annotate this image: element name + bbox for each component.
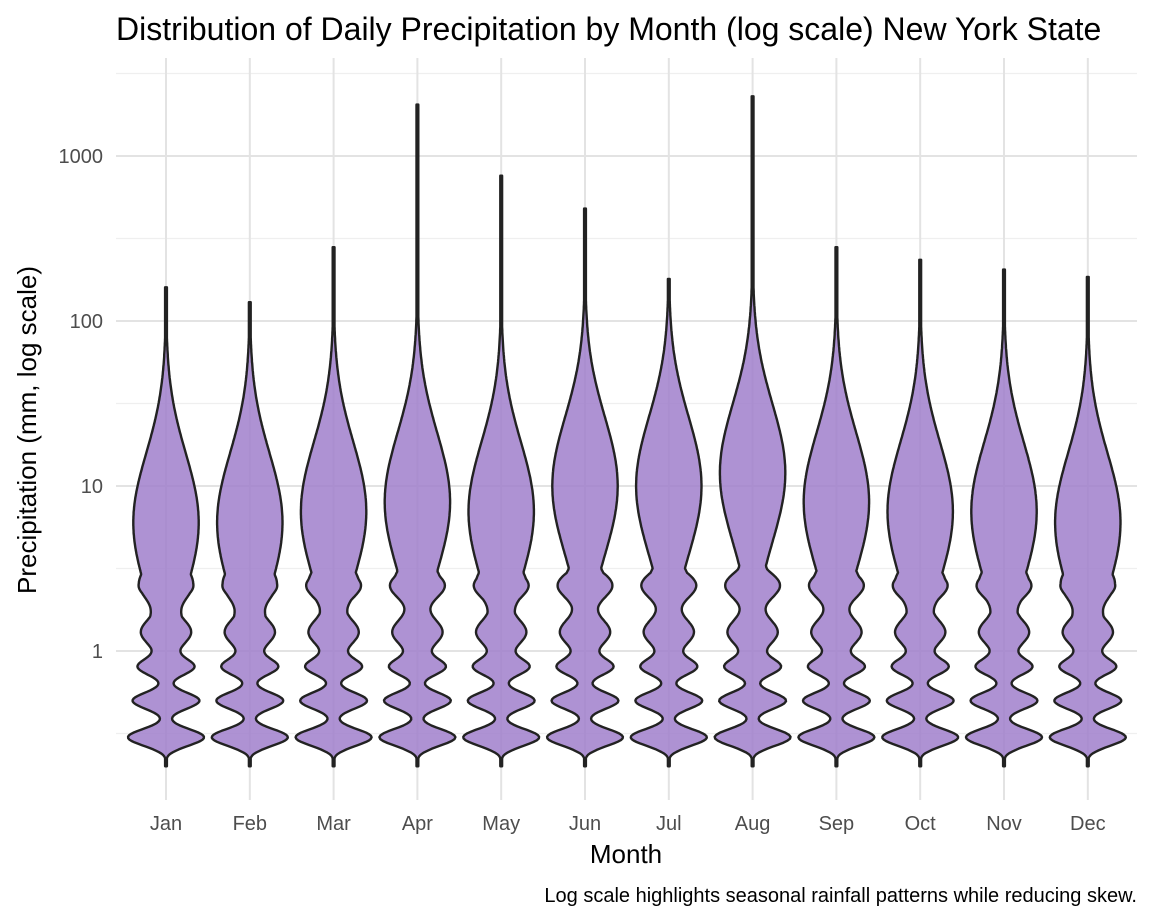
violin-may (462, 174, 541, 768)
violins (126, 95, 1127, 768)
x-tick-label: Dec (1070, 813, 1106, 835)
y-tick-label: 100 (70, 311, 103, 333)
x-axis-ticks: Jan Feb Mar Apr May Jun Jul Aug Sep Oct Nov Dec (150, 813, 1106, 835)
x-tick-label: May (482, 813, 520, 835)
chart-title: Distribution of Daily Precipitation by M… (116, 11, 1101, 47)
y-tick-label: 1 (92, 641, 103, 663)
y-tick-label: 1000 (59, 146, 104, 168)
violin-jul (629, 277, 708, 768)
violin-jun (545, 207, 625, 768)
y-axis-title: Precipitation (mm, log scale) (12, 266, 42, 594)
violin-nov (964, 268, 1044, 768)
violin-feb (210, 301, 289, 768)
violin-aug (713, 95, 792, 768)
violin-mar (294, 246, 373, 768)
x-tick-label: Oct (905, 813, 937, 835)
x-tick-label: Feb (233, 813, 267, 835)
chart-caption: Log scale highlights seasonal rainfall p… (544, 885, 1137, 907)
x-axis-title: Month (590, 839, 662, 869)
violin-jan (126, 286, 206, 768)
x-tick-label: Nov (986, 813, 1022, 835)
x-tick-label: Apr (402, 813, 433, 835)
violin-dec (1048, 275, 1127, 768)
x-tick-label: Jan (150, 813, 182, 835)
violin-sep (797, 246, 876, 768)
y-axis-ticks: 1 10 100 1000 (59, 146, 104, 663)
x-tick-label: Jul (656, 813, 682, 835)
y-tick-label: 10 (81, 476, 103, 498)
x-tick-label: Jun (569, 813, 601, 835)
x-tick-label: Aug (735, 813, 771, 835)
x-tick-label: Sep (819, 813, 855, 835)
violin-oct (881, 258, 960, 768)
violin-apr (378, 103, 457, 768)
x-tick-label: Mar (316, 813, 351, 835)
grid-lines (116, 58, 1137, 800)
